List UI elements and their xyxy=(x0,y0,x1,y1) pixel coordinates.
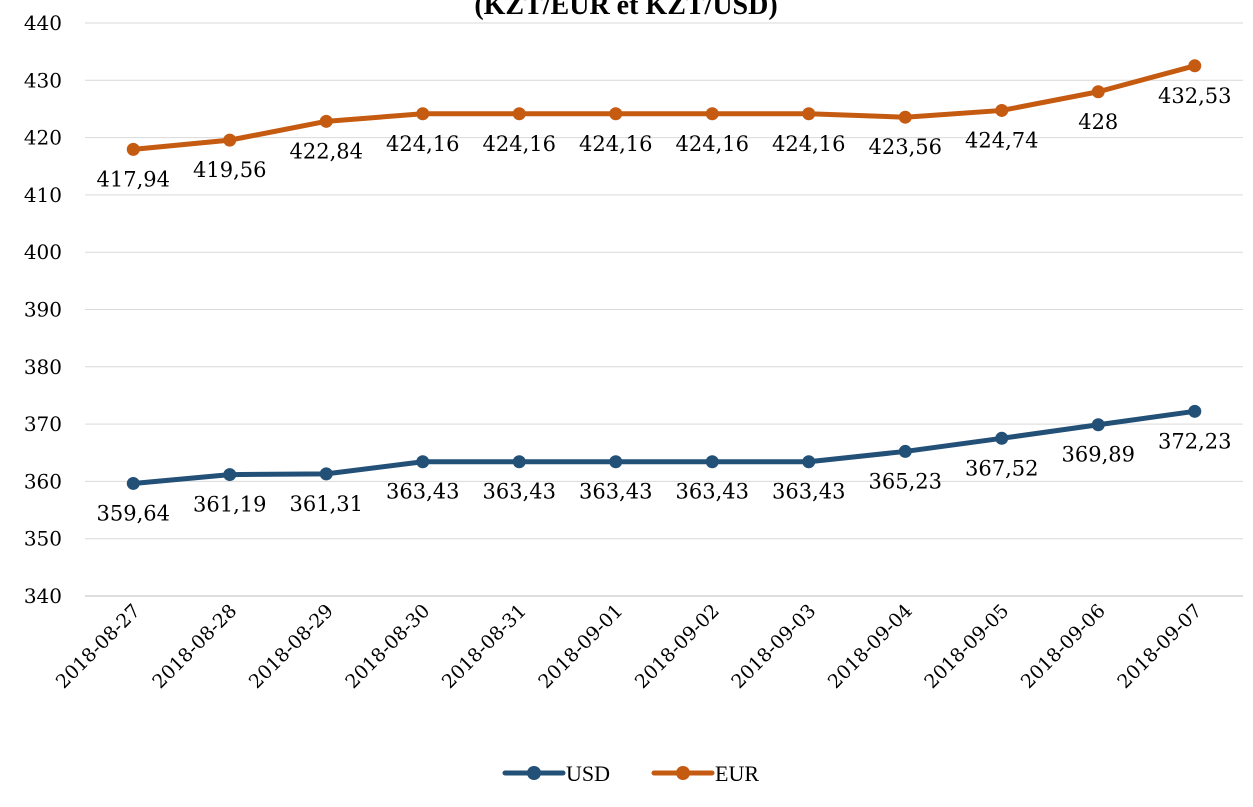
eur-data-label: 424,16 xyxy=(483,132,556,156)
usd-data-label: 363,43 xyxy=(676,480,749,504)
eur-data-label: 432,53 xyxy=(1158,84,1231,108)
usd-data-point xyxy=(223,468,237,482)
data-labels: 359,64 361,19 361,31 363,43 363,43 363,43 363,… xyxy=(97,84,1232,526)
usd-legend-label: USD xyxy=(566,761,610,786)
eur-data-label: 417,94 xyxy=(97,167,170,191)
usd-data-label: 363,43 xyxy=(386,480,459,504)
usd-data-point xyxy=(416,455,430,469)
y-tick-label: 370 xyxy=(24,412,62,436)
eur-data-label: 424,74 xyxy=(965,128,1038,152)
usd-data-label: 365,23 xyxy=(869,469,942,493)
usd-data-point xyxy=(512,455,526,469)
y-tick-label: 400 xyxy=(24,240,62,264)
usd-data-point xyxy=(319,467,333,481)
eur-legend-marker xyxy=(676,766,690,780)
series-lines xyxy=(126,59,1202,490)
y-tick-label: 430 xyxy=(24,68,62,92)
eur-data-point xyxy=(319,114,333,128)
x-tick-label: 2018-08-29 xyxy=(245,600,338,693)
x-tick-label: 2018-09-02 xyxy=(631,600,724,693)
x-tick-label: 2018-08-30 xyxy=(341,600,434,693)
usd-data-label: 369,89 xyxy=(1062,443,1135,467)
y-tick-label: 410 xyxy=(24,183,62,207)
eur-data-point xyxy=(898,110,912,124)
usd-data-point xyxy=(1091,418,1105,432)
x-tick-label: 2018-09-07 xyxy=(1113,600,1206,693)
usd-data-point xyxy=(126,476,140,490)
usd-data-label: 367,52 xyxy=(965,456,1038,480)
gridlines xyxy=(85,22,1243,597)
usd-legend-marker xyxy=(527,766,541,780)
eur-data-point xyxy=(995,103,1009,117)
y-axis-ticks: 340 350 360 370 380 390 400 410 420 430 440 xyxy=(24,11,62,608)
usd-data-label: 363,43 xyxy=(483,480,556,504)
usd-series-line xyxy=(130,408,1198,486)
usd-data-point xyxy=(1188,404,1202,418)
chart-title: (KZT/EUR et KZT/USD) xyxy=(474,0,777,21)
eur-data-point xyxy=(416,107,430,121)
x-tick-label: 2018-08-27 xyxy=(52,600,145,693)
eur-data-point xyxy=(802,107,816,121)
x-tick-label: 2018-09-05 xyxy=(920,600,1013,693)
eur-data-label: 424,16 xyxy=(386,132,459,156)
x-tick-label: 2018-09-06 xyxy=(1017,600,1110,693)
eur-data-point xyxy=(705,107,719,121)
usd-data-point xyxy=(609,455,623,469)
eur-data-label: 422,84 xyxy=(290,139,363,163)
eur-data-label: 419,56 xyxy=(193,158,266,182)
usd-data-point xyxy=(898,444,912,458)
y-tick-label: 340 xyxy=(24,584,62,608)
y-tick-label: 390 xyxy=(24,298,62,322)
usd-data-label: 361,19 xyxy=(193,493,266,517)
x-tick-label: 2018-09-03 xyxy=(727,600,820,693)
eur-data-point xyxy=(512,107,526,121)
usd-data-label: 363,43 xyxy=(579,480,652,504)
y-tick-label: 420 xyxy=(24,126,62,150)
usd-data-point xyxy=(802,455,816,469)
eur-data-label: 428 xyxy=(1078,110,1118,134)
eur-data-label: 424,16 xyxy=(579,132,652,156)
y-tick-label: 350 xyxy=(24,527,62,551)
eur-data-point xyxy=(1091,85,1105,99)
usd-data-label: 363,43 xyxy=(772,480,845,504)
usd-data-label: 372,23 xyxy=(1158,429,1231,453)
y-tick-label: 440 xyxy=(24,11,62,35)
x-tick-label: 2018-09-04 xyxy=(824,600,917,693)
eur-legend-label: EUR xyxy=(715,761,759,786)
x-tick-label: 2018-08-28 xyxy=(148,600,241,693)
usd-data-label: 359,64 xyxy=(97,501,170,525)
x-tick-label: 2018-09-01 xyxy=(534,600,627,693)
eur-data-label: 424,16 xyxy=(772,132,845,156)
usd-data-point xyxy=(995,431,1009,445)
eur-data-point xyxy=(126,142,140,156)
eur-data-point xyxy=(223,133,237,147)
eur-data-label: 424,16 xyxy=(676,132,749,156)
legend: USD EUR xyxy=(502,761,759,786)
eur-data-point xyxy=(1188,59,1202,73)
eur-data-point xyxy=(609,107,623,121)
usd-data-label: 361,31 xyxy=(290,492,363,516)
x-axis-ticks: 2018-08-27 2018-08-28 2018-08-29 2018-08-30… xyxy=(52,600,1207,693)
x-tick-label: 2018-08-31 xyxy=(438,600,531,693)
y-tick-label: 380 xyxy=(24,355,62,379)
eur-data-label: 423,56 xyxy=(869,135,942,159)
eur-series-line xyxy=(130,63,1198,152)
y-tick-label: 360 xyxy=(24,469,62,493)
usd-data-point xyxy=(705,455,719,469)
